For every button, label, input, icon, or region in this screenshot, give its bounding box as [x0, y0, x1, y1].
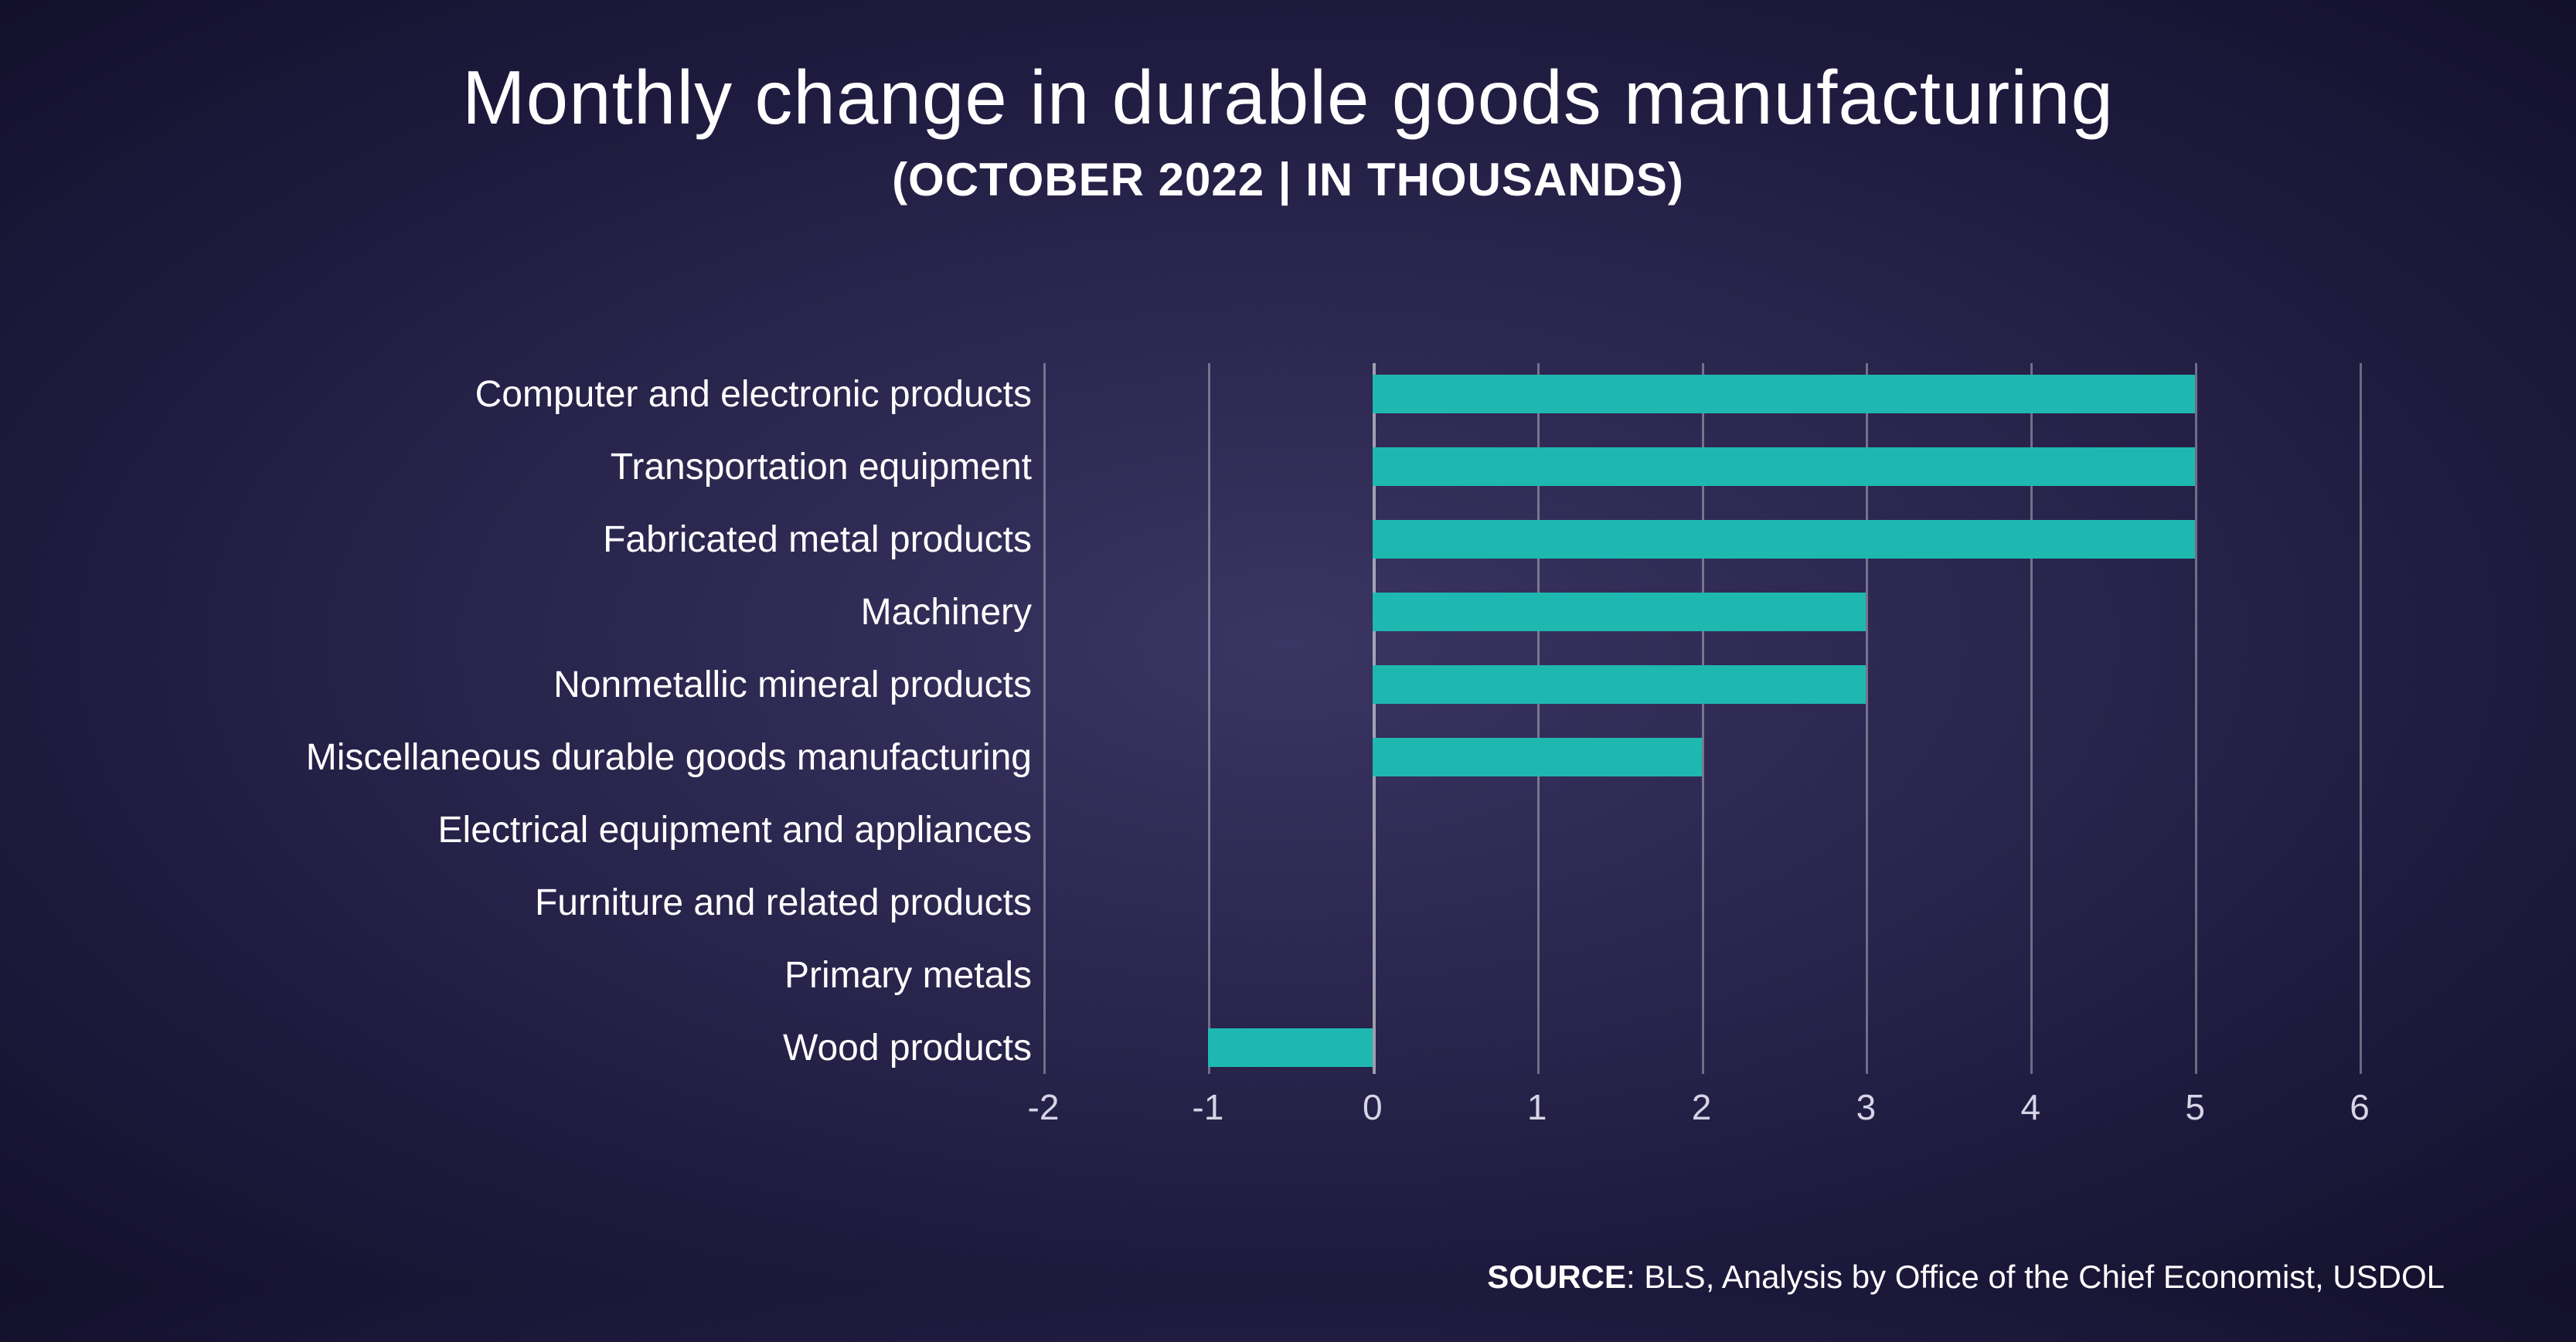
x-tick-label: 5: [2185, 1086, 2205, 1128]
category-label: Electrical equipment and appliances: [438, 809, 1032, 851]
x-tick-label: 2: [1692, 1086, 1712, 1128]
bar: [1373, 593, 1866, 631]
bar: [1373, 447, 2195, 486]
chart-row: Computer and electronic products: [124, 363, 2452, 425]
chart-row: Fabricated metal products: [124, 508, 2452, 570]
source-line: SOURCE: BLS, Analysis by Office of the C…: [1487, 1259, 2445, 1296]
bar: [1373, 738, 1702, 776]
x-tick-label: -2: [1028, 1086, 1060, 1128]
category-label: Machinery: [861, 591, 1032, 634]
chart-row: Machinery: [124, 581, 2452, 643]
category-label: Wood products: [783, 1027, 1032, 1069]
category-label: Computer and electronic products: [475, 373, 1032, 416]
bar: [1373, 520, 2195, 559]
chart-row: Electrical equipment and appliances: [124, 799, 2452, 861]
chart-row: Wood products: [124, 1017, 2452, 1079]
source-text: : BLS, Analysis by Office of the Chief E…: [1626, 1259, 2445, 1295]
chart-row: Primary metals: [124, 944, 2452, 1006]
chart-title: Monthly change in durable goods manufact…: [0, 54, 2576, 141]
bar: [1373, 665, 1866, 704]
x-tick-label: 4: [2020, 1086, 2040, 1128]
bar: [1208, 1028, 1373, 1067]
subtitle-separator: |: [1264, 154, 1305, 206]
category-label: Miscellaneous durable goods manufacturin…: [306, 736, 1032, 779]
chart-row: Miscellaneous durable goods manufacturin…: [124, 726, 2452, 788]
subtitle-part-b: IN THOUSANDS): [1305, 154, 1684, 206]
category-label: Transportation equipment: [611, 446, 1032, 488]
chart-row: Nonmetallic mineral products: [124, 654, 2452, 715]
x-tick-label: -1: [1192, 1086, 1223, 1128]
subtitle-part-a: (OCTOBER 2022: [892, 154, 1264, 206]
category-label: Primary metals: [784, 954, 1032, 997]
x-tick-label: 0: [1363, 1086, 1383, 1128]
category-label: Fabricated metal products: [603, 518, 1032, 561]
x-tick-label: 1: [1527, 1086, 1547, 1128]
chart-subtitle: (OCTOBER 2022 | IN THOUSANDS): [0, 153, 2576, 206]
chart-container: -2 -1 0 1 2 3 4 5 6 Computer and electronic prod…: [124, 363, 2452, 1136]
chart-row: Furniture and related products: [124, 871, 2452, 933]
category-label: Nonmetallic mineral products: [553, 664, 1032, 706]
source-label: SOURCE: [1487, 1259, 1626, 1295]
chart-row: Transportation equipment: [124, 436, 2452, 498]
x-tick-label: 3: [1856, 1086, 1877, 1128]
x-tick-label: 6: [2350, 1086, 2370, 1128]
category-label: Furniture and related products: [535, 882, 1032, 924]
bar: [1373, 375, 2195, 413]
